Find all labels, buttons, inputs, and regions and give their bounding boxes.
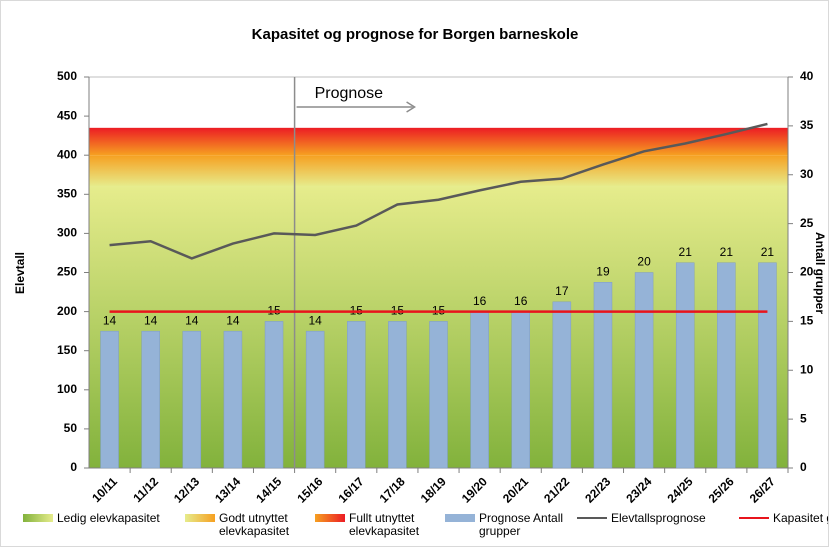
legend-item: Ledig elevkapasitet: [23, 512, 177, 538]
legend-label: Kapasitet grupper: [773, 511, 828, 525]
annotation: Prognose: [315, 85, 384, 102]
y2-tick-label: 25: [800, 216, 814, 230]
y2-tick-label: 15: [800, 314, 814, 328]
legend-swatch: [185, 514, 215, 522]
y2-tick-label: 30: [800, 167, 814, 181]
bar-label: 20: [637, 255, 651, 269]
x-tick-label: 17/18: [377, 474, 408, 505]
legend-swatch: [315, 514, 345, 522]
bar: [347, 321, 366, 469]
line: [109, 122, 768, 260]
legend-label: Godt utnyttet elevkapasitet: [219, 511, 290, 538]
legend-label: Elevtallsprognose: [611, 511, 706, 525]
x-tick-label: 10/11: [89, 474, 120, 505]
y-tick-label: 0: [70, 460, 77, 474]
chart: Kapasitet og prognose for Borgen barnesk…: [13, 26, 827, 506]
x-tick-label: 20/21: [500, 474, 531, 505]
legend: Ledig elevkapasitet Godt utnyttet elevkap…: [23, 511, 828, 538]
bar: [264, 321, 284, 469]
x-tick-label: 15/16: [294, 474, 325, 505]
bar-label: 14: [185, 313, 199, 327]
legend-swatch: [577, 517, 607, 519]
y-tick-label: 350: [57, 186, 77, 200]
capacity-band: [89, 127, 788, 156]
y-axis-label: Elevtall: [13, 252, 27, 294]
bar-label: 14: [103, 313, 117, 327]
bar: [182, 330, 202, 469]
y2-tick-label: 0: [800, 460, 807, 474]
bar: [429, 321, 448, 469]
y-tick-label: 400: [57, 147, 77, 161]
y-tick-label: 300: [57, 226, 77, 240]
legend-label: Ledig elevkapasitet: [57, 511, 160, 525]
legend-label: Fullt utnyttet elevkapasitet: [349, 511, 420, 538]
bar: [388, 321, 407, 469]
bar-label: 14: [308, 313, 322, 327]
bar: [758, 262, 777, 469]
bar: [634, 272, 654, 469]
x-tick-label: 22/23: [582, 474, 613, 505]
y2-tick-label: 5: [800, 411, 807, 425]
arrow-head: [406, 101, 417, 113]
y-tick-label: 450: [57, 108, 77, 122]
bar-label: 21: [720, 245, 734, 259]
y2-axis-label: Antall grupper: [813, 232, 827, 314]
y-tick-label: 50: [64, 421, 78, 435]
x-tick-label: 12/13: [171, 474, 202, 505]
legend-item: Fullt utnyttet elevkapasitet: [315, 512, 437, 538]
legend-item: Godt utnyttet elevkapasitet: [185, 512, 307, 538]
bar: [470, 311, 489, 469]
y-tick-label: 250: [57, 265, 77, 279]
bar: [593, 282, 613, 469]
legend-swatch: [739, 517, 769, 519]
bar: [675, 262, 695, 469]
legend-item: Elevtallsprognose: [577, 512, 731, 538]
capacity-band: [89, 155, 788, 187]
x-tick-label: 18/19: [418, 474, 449, 505]
bar-label: 21: [679, 245, 693, 259]
bar-label: 14: [144, 313, 158, 327]
legend-label: Prognose Antall grupper: [479, 511, 564, 538]
y-tick-label: 100: [57, 382, 77, 396]
bar: [223, 330, 243, 469]
x-tick-label: 25/26: [706, 474, 737, 505]
bar-label: 16: [514, 294, 528, 308]
legend-item: Kapasitet grupper: [739, 511, 828, 538]
chart-title: Kapasitet og prognose for Borgen barnesk…: [252, 26, 579, 43]
x-tick-label: 26/27: [747, 474, 778, 505]
bar-label: 17: [555, 284, 569, 298]
bar-label: 14: [226, 313, 240, 327]
bar: [141, 330, 160, 469]
x-tick-label: 13/14: [212, 474, 243, 505]
bar: [717, 262, 736, 469]
legend-swatch: [445, 514, 475, 522]
bar-label: 16: [473, 294, 487, 308]
y-tick-label: 500: [57, 69, 77, 83]
x-tick-label: 11/12: [130, 474, 161, 505]
y-tick-label: 200: [57, 304, 77, 318]
x-tick-label: 24/25: [664, 474, 695, 505]
x-tick-label: 16/17: [335, 474, 366, 505]
legend-item: Prognose Antall grupper: [445, 512, 569, 538]
bar-label: 21: [761, 245, 775, 259]
y2-tick-label: 20: [800, 265, 814, 279]
bar: [305, 330, 325, 469]
y2-tick-label: 35: [800, 118, 814, 132]
bar-label: 19: [596, 264, 610, 278]
y-tick-label: 150: [57, 343, 77, 357]
legend-swatch: [23, 514, 53, 522]
y2-tick-label: 10: [800, 362, 814, 376]
x-tick-label: 19/20: [459, 474, 490, 505]
bar: [100, 330, 119, 469]
x-tick-label: 14/15: [253, 474, 284, 505]
bar: [511, 311, 530, 469]
x-tick-label: 23/24: [623, 474, 654, 505]
y2-tick-label: 40: [800, 69, 814, 83]
bar: [552, 301, 572, 469]
x-tick-label: 21/22: [541, 474, 572, 505]
